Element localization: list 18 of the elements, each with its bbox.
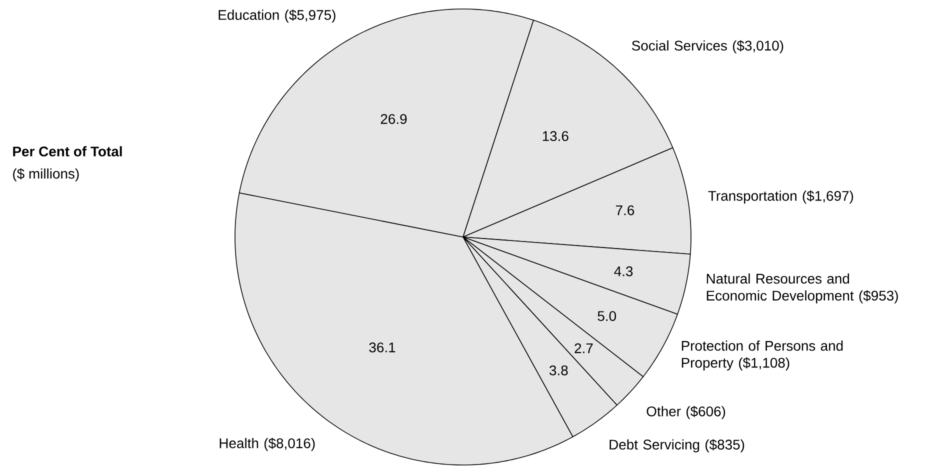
slice-label: Debt Servicing ($835)	[610, 439, 744, 452]
slice-label: Transportation ($1,697)	[708, 190, 854, 204]
data-label: 36.1	[369, 342, 396, 352]
text: Per Cent of Total	[13, 146, 122, 156]
slice-label: Health ($8,016)	[220, 438, 315, 451]
slice-label: Education ($5,975)	[218, 9, 336, 23]
data-label: 13.6	[542, 131, 568, 142]
slice-label: Social Services ($3,010)	[632, 40, 784, 54]
data-label: 26.9	[380, 114, 407, 124]
text: ($ millions)	[13, 168, 79, 182]
slice-label: Protection of Persons and Property ($1,108)	[682, 340, 843, 370]
data-label: 4.3	[614, 266, 633, 276]
slice-label: Natural Resources and Economic Development ($953)	[706, 273, 898, 304]
data-label: 2.7	[574, 343, 593, 354]
data-label: 3.8	[549, 365, 568, 376]
data-label: 7.6	[616, 205, 634, 216]
slice-label: Other ($606)	[646, 406, 726, 420]
data-label: 5.0	[598, 311, 616, 322]
